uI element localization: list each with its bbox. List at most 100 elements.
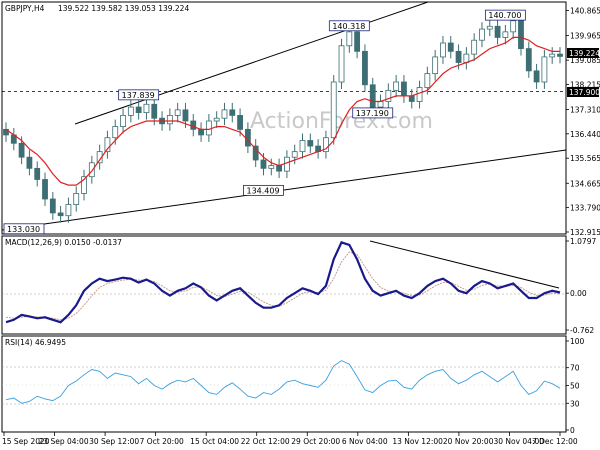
candle-body (284, 156, 290, 172)
candle-body (549, 53, 556, 58)
candle-body (338, 45, 345, 83)
candle-body (486, 25, 493, 30)
candle-body (112, 126, 119, 139)
price-marker-box (3, 223, 45, 235)
price-marker-box (118, 89, 160, 101)
candle-body (120, 115, 126, 127)
candles (3, 13, 563, 223)
candle-body (221, 109, 228, 119)
price-markers: 133.030 137.839 134.409 140.318 137.190 140.7… (3, 9, 526, 235)
candle-body (518, 20, 524, 49)
y-tick-label: 139.085 (570, 56, 600, 65)
candle-body (174, 109, 181, 116)
candle-body (151, 103, 158, 119)
x-tick-label: 22 Oct 12:00 (241, 437, 290, 446)
macd-line (5, 241, 561, 324)
candle-body (244, 128, 251, 147)
x-tick-label: 23 Sep 04:00 (39, 437, 89, 446)
price-marker-label: 137.190 (356, 109, 389, 118)
header-symbol: GBPJPY,H4 (5, 4, 45, 13)
y-tick-label: 134.665 (570, 179, 600, 188)
current-price-tag (567, 48, 599, 58)
candle-body (276, 165, 282, 172)
candle-body (541, 56, 548, 83)
y-tick-label: 133.790 (570, 204, 600, 213)
price-axis-labels: 140.865 139.965 139.085 138.215 137.310 136.4… (566, 7, 600, 237)
candle-body (182, 109, 189, 122)
price-marker-label: 133.030 (7, 225, 40, 234)
candle-body (510, 20, 517, 33)
candle-body (393, 81, 400, 91)
candle-body (18, 142, 25, 158)
candle-body (42, 179, 48, 200)
y-tick-label: 139.965 (570, 32, 600, 41)
y-tick-label: 30 (570, 399, 580, 408)
price-marker-label: 140.318 (332, 22, 365, 31)
level-price-tag (567, 87, 599, 97)
x-tick-label: 7 Oct 20:00 (140, 437, 184, 446)
x-tick-label: 6 Nov 04:00 (342, 437, 388, 446)
y-tick-label: 140.865 (570, 7, 600, 16)
candle-body (190, 120, 197, 130)
price-marker-box (243, 184, 284, 196)
candle-body (65, 204, 72, 217)
candle-body (307, 140, 314, 147)
candle-body (362, 50, 368, 86)
candle-body (73, 193, 80, 205)
candle-body (143, 103, 150, 114)
candle-body (252, 145, 259, 161)
candle-body (408, 95, 415, 102)
x-tick-label: 7 Dec 12:00 (532, 437, 578, 446)
candle-body (377, 101, 384, 108)
candle-body (127, 106, 134, 116)
candle-body (205, 120, 212, 136)
candle-body (424, 73, 431, 88)
moving-average-line (5, 36, 560, 186)
candle-body (26, 156, 33, 169)
candle-body (385, 89, 392, 102)
candle-body (432, 56, 439, 75)
candle-body (260, 159, 267, 169)
y-tick-label: 50 (570, 382, 580, 391)
y-tick-label: 1.0797 (570, 237, 596, 246)
candle-body (440, 42, 446, 58)
candle-body (525, 48, 532, 72)
candle-body (463, 53, 470, 63)
macd-signal-line (5, 251, 561, 321)
candle-body (455, 50, 462, 63)
macd-divergence-line (369, 240, 560, 289)
price-marker-label: 137.839 (122, 91, 155, 100)
x-tick-label: 29 Oct 20:00 (291, 437, 340, 446)
y-tick-label: 136.440 (570, 130, 600, 139)
candle-body (369, 84, 376, 108)
current-price-label: 139.224 (569, 49, 600, 58)
candle-body (49, 198, 56, 214)
price-marker-box (484, 9, 526, 21)
candle-body (447, 42, 454, 52)
candle-body (81, 176, 87, 194)
price-marker-label: 134.409 (246, 186, 279, 195)
candle-body (471, 39, 478, 55)
x-tick-label: 30 Sep 12:00 (89, 437, 139, 446)
candle-body (401, 81, 407, 97)
x-tick-label: 30 Nov 04:00 (493, 437, 544, 446)
candle-body (502, 31, 509, 38)
level-price-label: 137.900 (569, 88, 600, 97)
candle-body (268, 165, 275, 169)
candle-body (346, 31, 353, 47)
rsi-line (5, 360, 561, 404)
y-tick-label: 137.310 (570, 106, 600, 115)
lower-channel-line (1, 149, 567, 231)
candle-body (479, 28, 485, 41)
y-tick-label: 70 (570, 364, 580, 373)
header-ohlc: 139.522 139.582 139.053 139.224 (58, 4, 189, 13)
candle-body (34, 167, 41, 180)
macd-title: MACD(12,26,9) 0.0150 -0.0137 (5, 238, 122, 247)
y-tick-label: 138.215 (570, 80, 600, 89)
macd-panel-frame (1, 235, 567, 335)
candle-body (3, 128, 9, 136)
candle-body (494, 25, 501, 38)
candle-body (323, 137, 329, 153)
